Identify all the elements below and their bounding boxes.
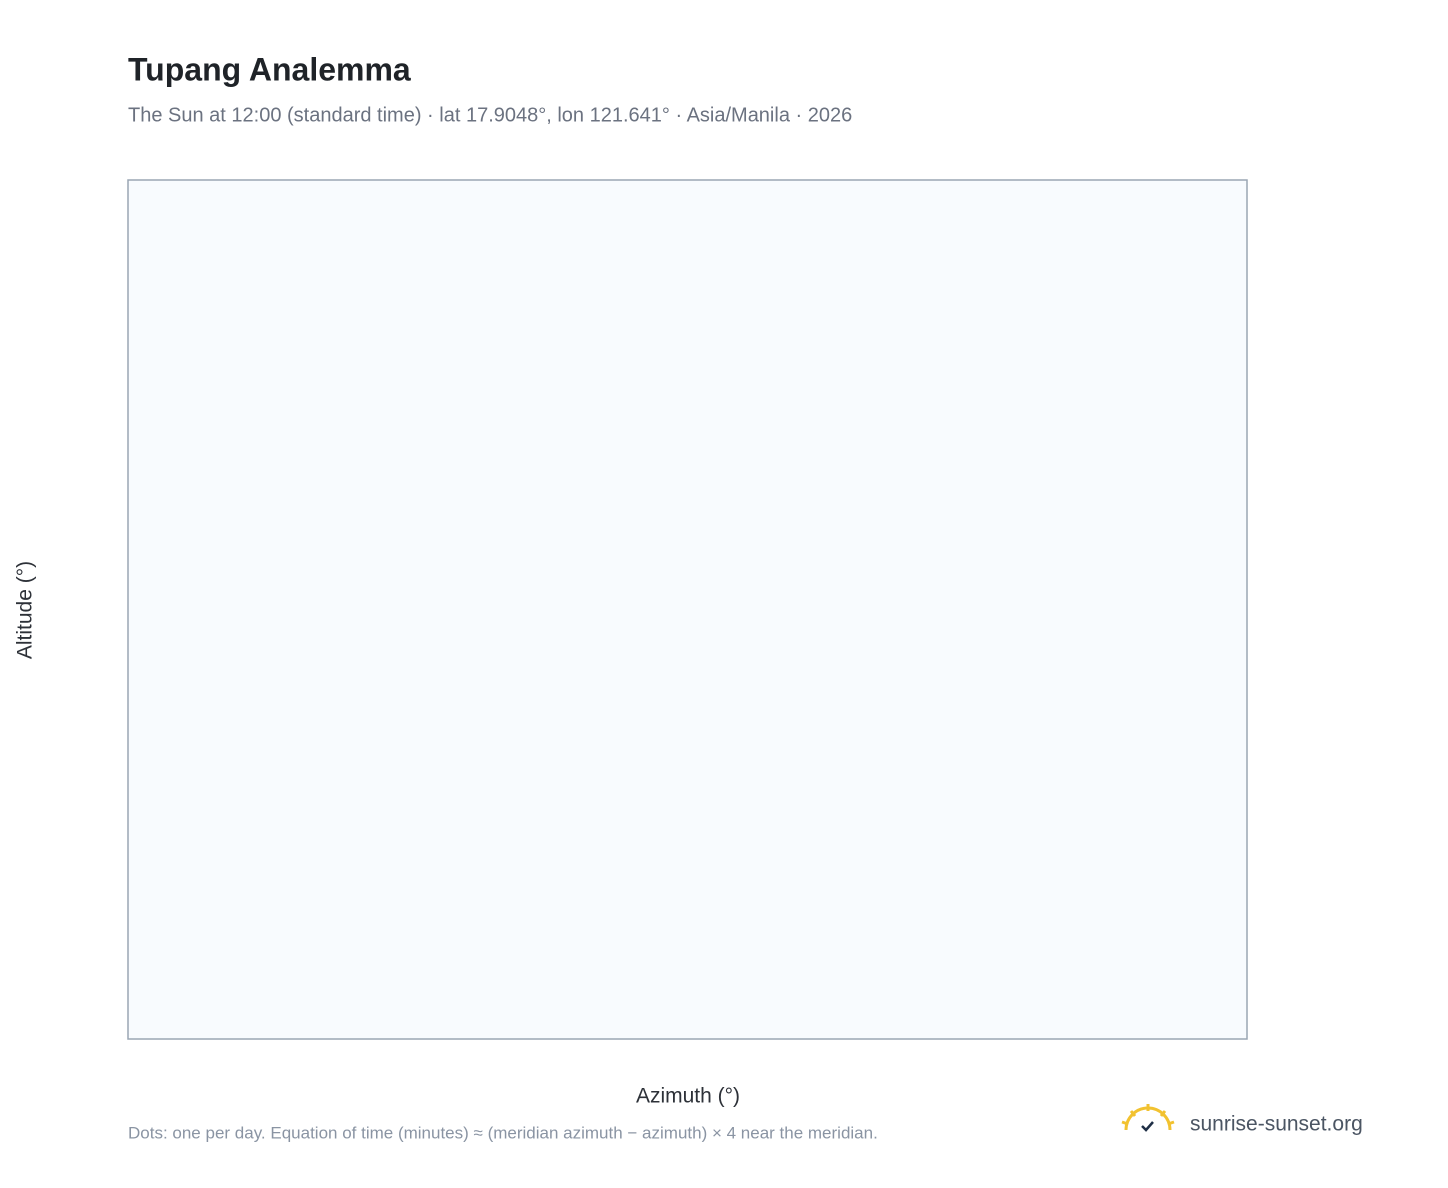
footnote: Dots: one per day. Equation of time (min… — [128, 1123, 878, 1142]
plot-area — [128, 180, 1247, 1039]
brand: sunrise-sunset.org — [1190, 1113, 1363, 1136]
chart-title: Tupang Analemma — [128, 51, 411, 87]
plot-border — [127, 179, 1248, 1040]
brand-logo — [1121, 1104, 1175, 1132]
chart-subtitle: The Sun at 12:00 (standard time) · lat 1… — [128, 104, 852, 126]
x-axis-label: Azimuth (°) — [636, 1085, 740, 1108]
y-axis-label: Altitude (°) — [14, 561, 37, 659]
